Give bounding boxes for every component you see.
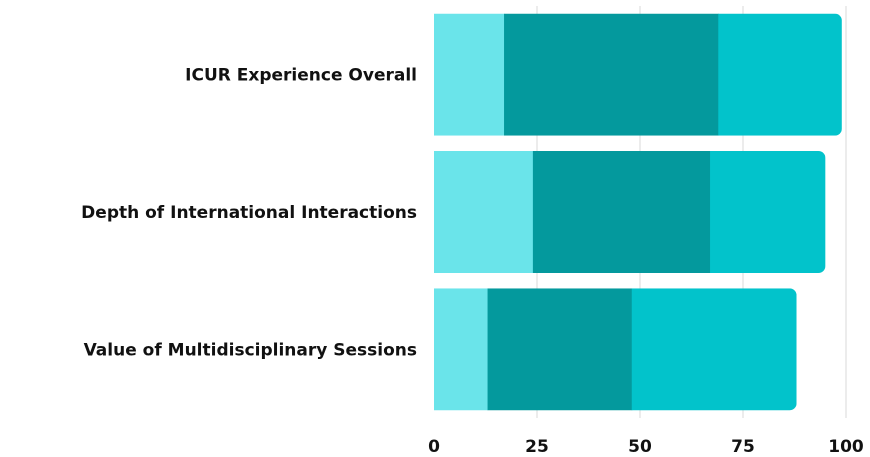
category-label-0: ICUR Experience Overall: [185, 66, 417, 86]
category-label-2: Value of Multidisciplinary Sessions: [84, 340, 417, 360]
category-label-1: Depth of International Interactions: [81, 203, 417, 223]
bar-group-0: [434, 13, 842, 136]
bar-segment-2-2: [631, 288, 797, 411]
bar-group-2: [434, 288, 797, 411]
bar-segment-2-1: [487, 288, 633, 411]
x-tick-label-3: 75: [731, 437, 755, 457]
x-axis-tick-labels: 0 25 50 75 100: [428, 437, 864, 457]
bar-segment-1-0: [434, 151, 534, 273]
bar-group-1: [434, 151, 826, 273]
x-tick-label-1: 25: [525, 437, 549, 457]
bar-segment-2-0: [434, 288, 489, 411]
bar-segment-0-0: [434, 13, 505, 136]
bars: [434, 13, 842, 411]
bar-segment-0-2: [718, 13, 842, 136]
bar-segment-1-1: [532, 151, 711, 273]
x-tick-label-2: 50: [628, 437, 652, 457]
x-tick-label-0: 0: [428, 437, 440, 457]
bar-segment-1-2: [710, 151, 826, 273]
x-tick-label-4: 100: [828, 437, 864, 457]
bar-segment-0-1: [504, 13, 719, 136]
category-labels: ICUR Experience Overall Depth of Internat…: [81, 66, 417, 361]
